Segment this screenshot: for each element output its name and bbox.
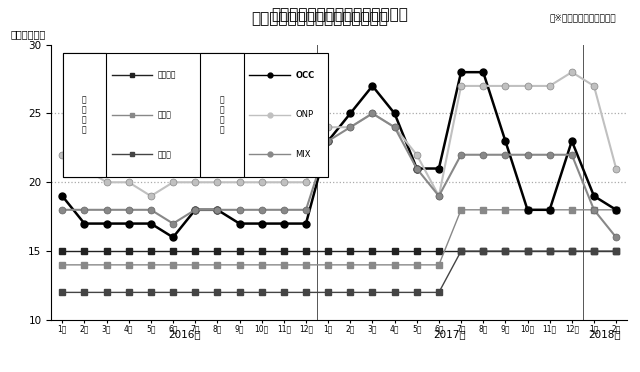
Text: 雑　誌: 雑 誌 (158, 150, 172, 159)
Text: OCC: OCC (296, 71, 315, 80)
Text: （※問屋店頭手取り価格）: （※問屋店頭手取り価格） (549, 14, 616, 23)
Text: 輸
出
価
格: 輸 出 価 格 (220, 96, 224, 134)
Text: 段ボール: 段ボール (158, 71, 176, 80)
Text: 新　聞: 新 聞 (158, 110, 172, 119)
Text: 2018年: 2018年 (589, 330, 621, 340)
Text: 古紙の国内価格・輸出価格の推移: 古紙の国内価格・輸出価格の推移 (252, 11, 388, 26)
Text: 2017年: 2017年 (434, 330, 467, 340)
Text: 国
内
価
格: 国 内 価 格 (82, 96, 86, 134)
Bar (63, 53, 328, 177)
Text: （円／ｋｇ）: （円／ｋｇ） (11, 29, 46, 39)
Bar (200, 53, 244, 177)
Text: ONP: ONP (296, 110, 314, 119)
Text: 古紙の国内価格・輸出価格の推移: 古紙の国内価格・輸出価格の推移 (271, 7, 408, 23)
Text: 2016年: 2016年 (168, 330, 200, 340)
Text: MIX: MIX (296, 150, 311, 159)
Bar (63, 53, 106, 177)
